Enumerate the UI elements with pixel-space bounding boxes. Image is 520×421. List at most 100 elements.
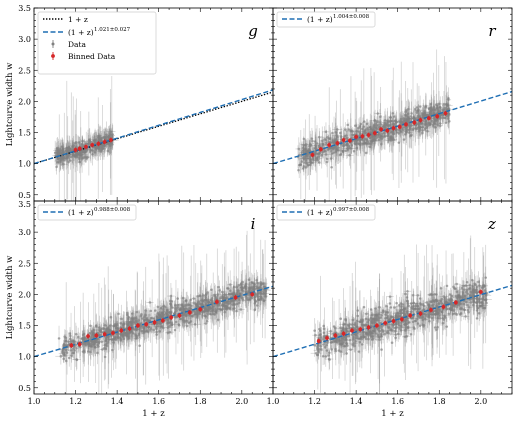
- data-point: [377, 133, 380, 136]
- data-point: [432, 125, 435, 128]
- data-point: [58, 161, 61, 164]
- plot-area: [273, 49, 512, 201]
- data-point: [315, 142, 319, 145]
- data-point: [398, 119, 401, 123]
- data-point: [363, 129, 367, 132]
- data-point: [436, 123, 439, 127]
- legend-data-swatch: [51, 42, 55, 46]
- data-point: [367, 142, 371, 145]
- binned-point: [96, 141, 101, 146]
- data-point: [102, 144, 106, 147]
- data-point: [299, 163, 302, 167]
- data-point: [375, 124, 378, 128]
- legend-box: [37, 11, 157, 75]
- data-point: [417, 130, 421, 133]
- panel-r: r (1 + z) 1.004±0.008: [272, 7, 513, 202]
- data-point: [352, 149, 356, 153]
- panel-g: 0.5 1.0 1.5 2.0 2.5 3.0 3.5 Lightcurve width w g…: [5, 4, 274, 202]
- data-point: [56, 146, 59, 150]
- data-point: [391, 130, 395, 133]
- data-point: [353, 124, 357, 128]
- data-point: [433, 117, 436, 120]
- data-point: [364, 151, 368, 155]
- data-point: [391, 112, 395, 115]
- data-point: [379, 122, 382, 126]
- binned-point: [335, 141, 340, 146]
- data-point: [376, 135, 380, 139]
- data-point: [309, 161, 313, 164]
- data-point: [406, 107, 410, 111]
- data-point: [330, 149, 333, 153]
- data-point: [409, 115, 413, 118]
- data-point: [339, 135, 343, 139]
- data-point: [373, 119, 376, 122]
- data-point: [379, 134, 383, 138]
- ticks: [272, 7, 513, 201]
- data-point: [58, 147, 62, 151]
- data-point: [318, 143, 321, 147]
- data-point: [404, 110, 407, 114]
- data-point: [402, 126, 405, 129]
- data-point: [371, 134, 374, 138]
- data-point: [96, 136, 100, 140]
- data-point: [72, 144, 76, 147]
- panel-i: 1.0 1.2 1.4 1.6 1.8 2.01 + z0.51.01.52.02.53.…: [5, 200, 274, 419]
- data-point: [335, 134, 338, 137]
- data-point: [415, 106, 419, 109]
- data-point: [74, 141, 78, 144]
- binned-point: [360, 134, 365, 139]
- data-point: [327, 140, 330, 143]
- data-point: [67, 160, 70, 164]
- data-point: [332, 151, 335, 155]
- data-point: [78, 151, 81, 155]
- y-tick-label: 2.5: [18, 66, 31, 75]
- data-point: [302, 165, 306, 168]
- data-point: [88, 140, 92, 144]
- data-point: [305, 162, 309, 165]
- data-point: [315, 156, 319, 160]
- data-point: [333, 145, 336, 149]
- data-point: [430, 108, 433, 112]
- y-tick-label: 1.5: [18, 129, 31, 138]
- data-point: [335, 128, 339, 131]
- data-point: [399, 117, 403, 121]
- data-point: [438, 124, 442, 128]
- data-point: [438, 117, 442, 120]
- data-point: [443, 107, 446, 110]
- data-point: [300, 151, 304, 154]
- legend-binned-label: Binned Data: [68, 52, 116, 61]
- plot-area: [34, 225, 273, 394]
- data-point: [415, 111, 419, 115]
- data-point: [403, 132, 407, 136]
- y-tick-label: 3.5: [18, 4, 31, 13]
- data-point: [447, 120, 451, 123]
- data-point: [305, 148, 308, 152]
- data-point: [98, 134, 101, 137]
- binned-point: [310, 153, 315, 157]
- binned-point: [77, 146, 82, 151]
- data-point: [410, 112, 413, 115]
- legend-binned-swatch: [51, 54, 55, 58]
- data-point: [313, 140, 317, 143]
- data-point: [365, 122, 369, 126]
- legend-fit-exponent: 1.004±0.008: [333, 14, 370, 20]
- data-point: [355, 146, 359, 150]
- data-point: [324, 153, 328, 156]
- data-point: [89, 148, 93, 152]
- data-point: [434, 108, 437, 112]
- legend-fit-label: (1 + z): [307, 15, 333, 24]
- data-point: [356, 142, 360, 145]
- data-point: [439, 106, 442, 110]
- data-point: [432, 121, 436, 124]
- data-point: [324, 141, 328, 145]
- data-point: [447, 97, 450, 100]
- data-point: [414, 126, 417, 130]
- reference-line: [34, 91, 273, 165]
- binned-points: [73, 137, 113, 153]
- data-point: [329, 146, 333, 149]
- data-point: [359, 141, 362, 145]
- data-point: [415, 117, 419, 120]
- data-point: [437, 102, 441, 106]
- data-point: [314, 159, 317, 162]
